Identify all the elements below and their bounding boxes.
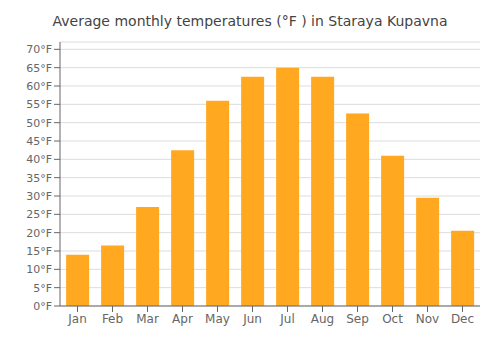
svg-text:40°F: 40°F — [26, 153, 52, 166]
svg-text:Jul: Jul — [279, 312, 294, 326]
svg-text:Sep: Sep — [346, 312, 369, 326]
svg-text:10°F: 10°F — [26, 263, 52, 276]
svg-text:Dec: Dec — [451, 312, 474, 326]
svg-text:Mar: Mar — [136, 312, 159, 326]
svg-text:60°F: 60°F — [26, 80, 52, 93]
html-text:Average monthly temperatures (: Average monthly temperatures (°F ) in St… — [52, 13, 448, 29]
svg-text:30°F: 30°F — [26, 190, 52, 203]
svg-text:20°F: 20°F — [26, 227, 52, 240]
svg-text:Oct: Oct — [382, 312, 403, 326]
svg-text:Feb: Feb — [102, 312, 123, 326]
svg-text:65°F: 65°F — [26, 62, 52, 75]
svg-text:55°F: 55°F — [26, 98, 52, 111]
svg-text:0°F: 0°F — [33, 300, 52, 313]
svg-text:15°F: 15°F — [26, 245, 52, 258]
svg-text:45°F: 45°F — [26, 135, 52, 148]
svg-text:70°F: 70°F — [26, 43, 52, 56]
svg-text:5°F: 5°F — [33, 282, 52, 295]
svg-text:May: May — [205, 312, 230, 326]
svg-text:Jun: Jun — [242, 312, 262, 326]
svg-text:Aug: Aug — [311, 312, 334, 326]
svg-text:50°F: 50°F — [26, 117, 52, 130]
svg-text:Jan: Jan — [67, 312, 87, 326]
svg-text:25°F: 25°F — [26, 208, 52, 221]
svg-text:Nov: Nov — [416, 312, 439, 326]
svg-text:35°F: 35°F — [26, 172, 52, 185]
svg-text:Apr: Apr — [172, 312, 193, 326]
